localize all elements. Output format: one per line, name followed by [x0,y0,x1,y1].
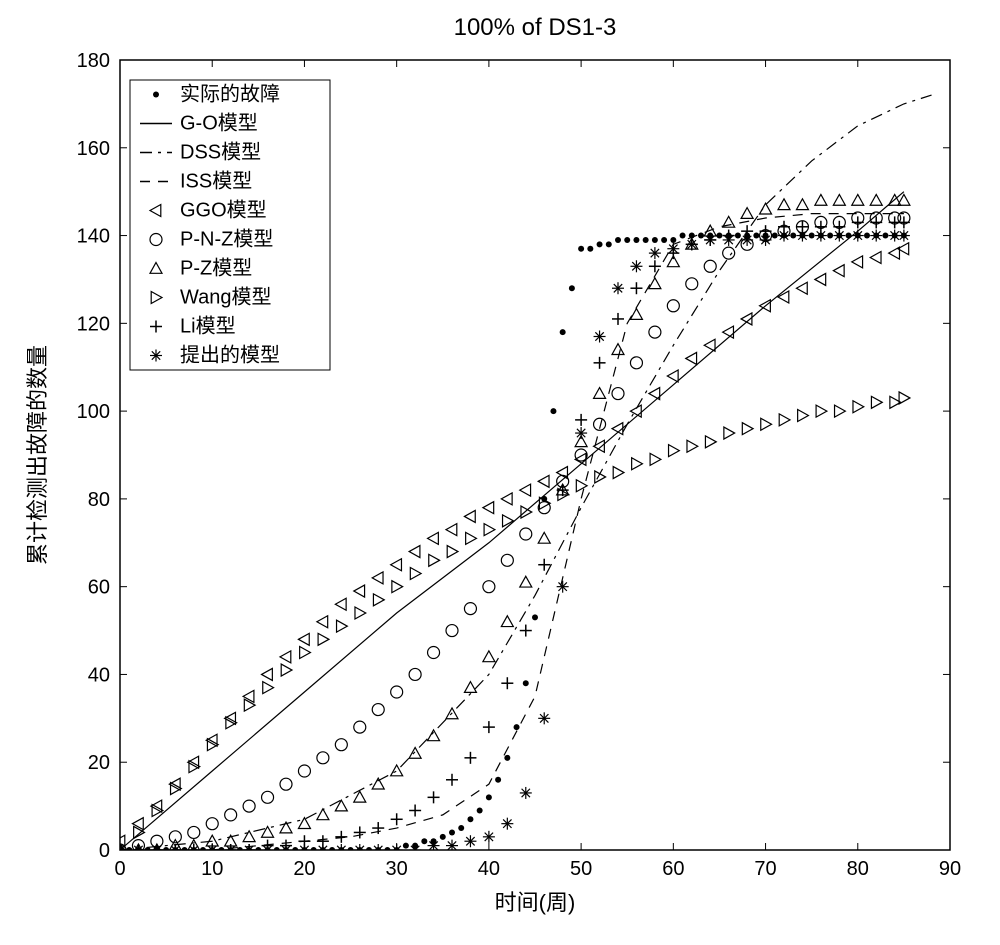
ytick-label: 80 [88,489,110,511]
ytick-label: 160 [77,138,110,160]
legend-label: 实际的故障 [180,83,280,106]
xtick-label: 60 [662,858,684,880]
legend-label: ISS模型 [180,170,252,193]
chart-title: 100% of DS1-3 [454,14,617,41]
xtick-label: 70 [754,858,776,880]
legend-label: GGO模型 [180,199,267,222]
ytick-label: 60 [88,577,110,599]
xtick-label: 10 [201,858,223,880]
xtick-label: 50 [570,858,592,880]
chart-container: 100% of DS1-3 0 10 20 30 40 50 60 70 80 90 0 20 40 60 8… [0,0,1000,945]
legend-label: P-N-Z模型 [180,228,273,251]
ytick-label: 20 [88,752,110,774]
legend-label: Wang模型 [180,286,272,309]
xtick-label: 40 [478,858,500,880]
ytick-label: 180 [77,50,110,72]
legend-label: P-Z模型 [180,257,252,280]
chart-svg: 100% of DS1-3 0 10 20 30 40 50 60 70 80 90 0 20 40 60 8… [0,0,1000,945]
ytick-label: 0 [99,840,110,862]
ytick-label: 140 [77,226,110,248]
ytick-label: 100 [77,401,110,423]
legend-label: G-O模型 [180,112,258,135]
xtick-label: 30 [386,858,408,880]
xtick-label: 0 [114,858,125,880]
legend-label: Li模型 [180,315,236,338]
legend-label: 提出的模型 [180,344,280,367]
ytick-label: 120 [77,313,110,335]
y-axis-label: 累计检测出故障的数量 [25,345,50,565]
xtick-label: 20 [293,858,315,880]
xtick-label: 90 [939,858,961,880]
x-axis-label: 时间(周) [495,890,576,915]
legend-label: DSS模型 [180,141,261,164]
xtick-label: 80 [847,858,869,880]
ytick-label: 40 [88,664,110,686]
